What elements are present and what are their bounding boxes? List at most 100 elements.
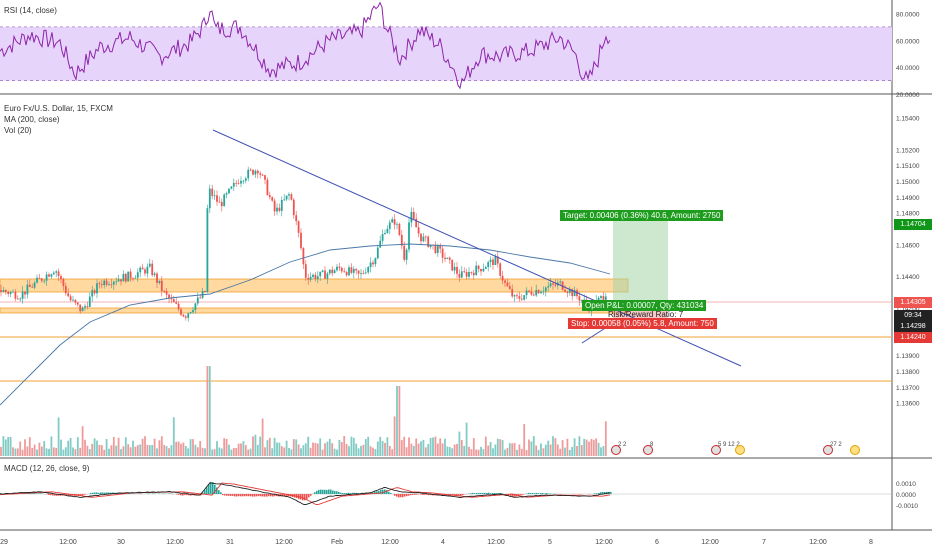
volume-bar [244,445,247,456]
volume-bar [232,448,235,456]
macd-histogram-bar [84,494,86,495]
macd-histogram-bar [390,493,392,494]
volume-bar [225,438,228,456]
stop-label[interactable]: Stop: 0.00058 (0.05%) 5.8, Amount: 750 [568,318,717,329]
volume-bar [326,441,329,456]
volume-bar [451,448,454,456]
candle-body [240,180,242,184]
candle-body [333,270,336,274]
volume-bar [21,449,24,456]
macd-histogram-bar [66,494,68,496]
volume-bar [429,438,432,456]
rsi-tick-label: 20.0000 [896,92,920,99]
candle-body [96,283,98,294]
candle-body [465,272,468,277]
volume-bar [494,444,497,456]
price-tick-label: 1.13800 [896,369,920,376]
macd-histogram-bar [528,492,530,494]
candle-body [122,273,125,282]
x-tick-label: 30 [117,539,125,546]
volume-bar [33,444,36,456]
event-flag-icon [823,445,833,455]
volume-bar [206,366,209,456]
candle-body [489,259,492,263]
candle-body [559,281,562,283]
open-pnl-label[interactable]: Open P&L: 0.00007, Qty: 431034 [582,300,707,311]
volume-bar [280,446,283,456]
volume-bar [79,447,82,456]
volume-bar [86,445,89,456]
macd-histogram-bar [580,494,582,495]
volume-bar [295,439,298,456]
macd-histogram-bar [110,492,112,494]
candle-body [448,257,451,260]
volume-bar [285,440,288,456]
candle-body [268,195,271,198]
volume-bar [532,436,535,456]
macd-histogram-bar [108,492,110,494]
candle-body [242,180,245,182]
macd-histogram-bar [178,494,180,495]
macd-histogram-bar [180,494,182,496]
macd-histogram-bar [226,494,228,496]
candle-body [153,273,156,276]
candle-body [36,277,38,283]
volume-bar [537,449,540,456]
candle-body [48,274,50,277]
macd-histogram-bar [378,490,380,494]
candle-body [156,273,158,283]
volume-bar [489,442,492,456]
candle-body [482,268,485,272]
macd-histogram-bar [346,493,348,494]
volume-bar [441,443,444,456]
volume-bar [204,448,206,456]
macd-histogram-bar [82,494,84,496]
macd-histogram-bar [184,494,186,496]
volume-bar [504,449,506,456]
candle-body [398,223,401,235]
candle-body [297,221,300,233]
candle-body [468,272,470,277]
volume-bar [480,446,482,456]
volume-bar [144,436,146,456]
macd-histogram-bar [96,492,98,494]
candle-body [571,289,574,297]
macd-histogram-bar [540,493,542,494]
candle-body [580,300,583,301]
volume-bar [146,444,149,456]
candle-body [218,201,221,203]
candle-body [520,298,523,300]
candle-body [175,302,178,304]
volume-bar [585,439,588,456]
rsi-tick-label: 40.0000 [896,65,920,72]
candle-body [292,199,295,216]
candle-body [88,296,91,307]
candle-body [480,269,482,272]
volume-bar [187,448,190,456]
volume-bar [321,449,324,456]
candle-body [103,280,106,286]
macd-histogram-bar [382,489,384,494]
volume-bar [124,437,127,456]
x-tick-label: 12:00 [487,539,505,546]
macd-tick-label: 0.0010 [896,481,916,488]
candle-body [422,236,425,242]
candle-body [396,223,398,225]
price-tick-label: 1.13700 [896,385,920,392]
volume-bar [309,447,312,456]
ma-200-line [0,243,611,406]
candle-body [273,200,276,212]
volume-bar [549,444,552,456]
target-label[interactable]: Target: 0.00406 (0.36%) 40.6, Amount: 27… [560,210,724,221]
event-label: 2 2 [618,442,627,448]
candle-body [376,247,379,259]
candle-body [511,288,514,297]
price-tick-label: 1.14800 [896,211,920,218]
macd-histogram-bar [328,489,330,494]
candle-body [362,273,365,274]
macd-histogram-bar [520,494,522,495]
x-tick-label: 12:00 [166,539,184,546]
volume-bar [516,449,518,456]
candle-body [105,280,108,285]
